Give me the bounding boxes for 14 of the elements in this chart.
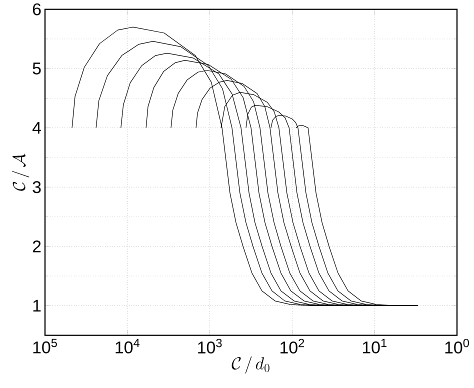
x-tick-label: 10$^{3}$ <box>198 338 222 354</box>
y-tick-label: 5 <box>32 62 41 74</box>
y-axis-title: $\mathcal{C}\,/\,\mathcal{A}$ <box>12 153 30 191</box>
x-tick-label: 10$^{2}$ <box>280 338 304 354</box>
y-tick-label: 2 <box>32 240 41 252</box>
x-axis-title: $\mathcal{C}\,/\,d_0$ <box>232 356 270 374</box>
x-tick-label: 10$^{5}$ <box>33 338 57 354</box>
y-tick-label: 1 <box>33 300 41 312</box>
x-tick-label: 10$^{4}$ <box>116 338 140 354</box>
y-tick-label: 3 <box>32 180 41 193</box>
y-tick-label: 6 <box>32 3 41 16</box>
x-tick-label: 10$^{1}$ <box>362 338 386 354</box>
y-tick-label: 4 <box>32 122 41 134</box>
x-tick-label: 10$^{0}$ <box>445 338 469 354</box>
